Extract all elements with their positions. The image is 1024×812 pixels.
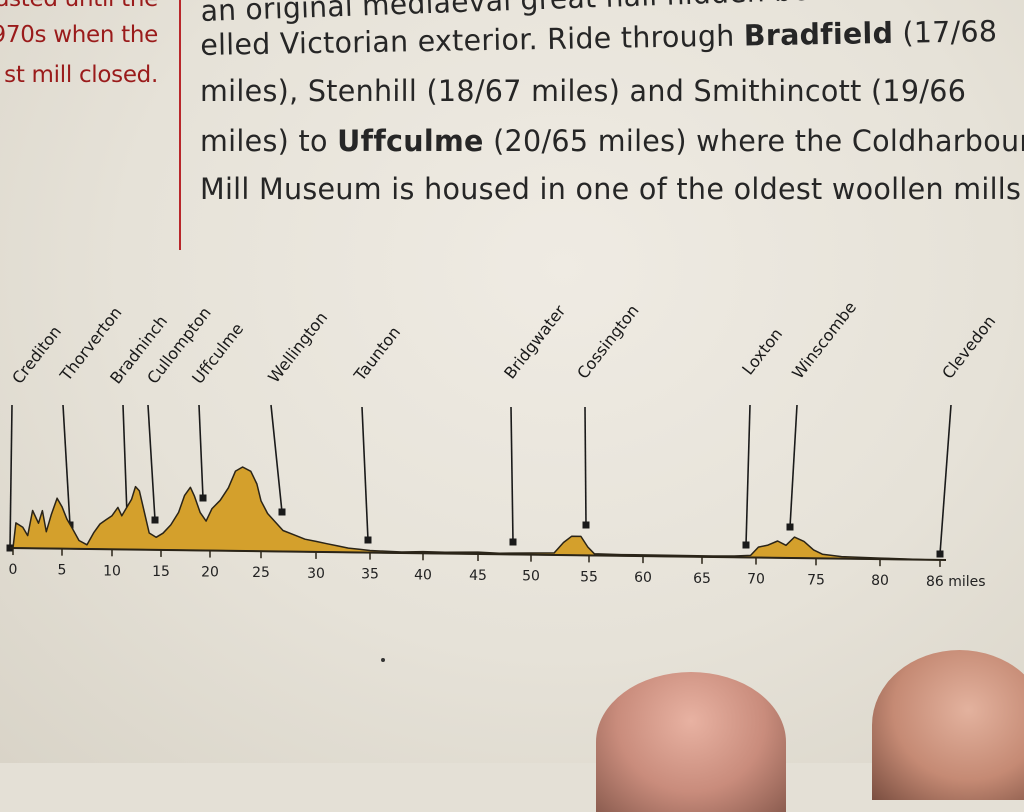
- place-name-bold: Uffculme: [337, 124, 484, 158]
- x-tick-label: 25: [252, 565, 270, 581]
- town-label: Taunton: [350, 323, 405, 385]
- sidebar-line: 970s when the: [0, 22, 158, 48]
- elevation-profile-chart: 0 5 10 15 20 25 30 35 40 45 50 55 60 65 70 75 80 86 miles…: [6, 298, 999, 590]
- x-tick-label: 35: [361, 567, 379, 583]
- town-marker-square: [582, 521, 590, 529]
- x-tick-label: 10: [103, 563, 121, 579]
- town-marker-square: [199, 494, 207, 502]
- town-marker-line: [789, 404, 798, 528]
- x-axis-ticks: [12, 548, 941, 567]
- town-label: Loxton: [738, 325, 786, 379]
- x-tick-label: 70: [747, 572, 765, 588]
- sidebar-line: asted until the: [0, 0, 158, 12]
- body-line: miles), Stenhill (18/67 miles) and Smith…: [200, 74, 967, 108]
- town-marker-square: [742, 541, 750, 549]
- town-marker-line: [939, 404, 952, 555]
- x-tick-label: 15: [152, 564, 170, 580]
- body-line: miles) to Uffculme (20/65 miles) where t…: [200, 124, 1024, 158]
- x-tick-label: 55: [580, 569, 598, 585]
- town-marker-line: [270, 404, 283, 513]
- town-marker-line: [745, 404, 751, 546]
- x-tick-label: 20: [201, 565, 219, 581]
- x-tick-label: 40: [414, 567, 432, 583]
- town-marker-line: [9, 404, 13, 549]
- town-marker-square: [278, 508, 286, 516]
- x-tick-label: 75: [807, 572, 825, 588]
- town-label: Crediton: [8, 322, 65, 387]
- town-marker-line: [198, 404, 204, 499]
- body-line: Mill Museum is housed in one of the olde…: [200, 172, 1022, 206]
- x-tick-label: 60: [634, 570, 652, 586]
- town-marker-line: [584, 406, 587, 526]
- column-divider: [179, 0, 181, 250]
- town-marker-square: [786, 523, 794, 531]
- sidebar-line: st mill closed.: [4, 62, 158, 88]
- x-axis-tick-labels: 0 5 10 15 20 25 30 35 40 45 50 55 60 65 70 75 80 86 miles: [9, 562, 986, 590]
- town-label: Wellington: [264, 308, 331, 386]
- town-marker-line: [122, 404, 128, 516]
- town-marker-square: [936, 550, 944, 558]
- x-tick-label: 5: [58, 563, 67, 579]
- town-marker-line: [147, 404, 156, 521]
- town-marker-line: [361, 406, 369, 541]
- town-marker-square: [509, 538, 517, 546]
- photo-background: [0, 0, 1024, 763]
- town-label: Cossington: [573, 301, 643, 382]
- town-labels: CreditonThorvertonBradninchCullomptonUff…: [8, 298, 999, 388]
- town-marker-line: [62, 404, 71, 526]
- x-tick-label: 30: [307, 566, 325, 582]
- town-marker-line: [510, 406, 514, 543]
- x-tick-label: 50: [522, 569, 540, 585]
- elevation-area: [12, 466, 941, 561]
- town-label: Clevedon: [938, 312, 999, 383]
- x-tick-label: 86 miles: [926, 574, 986, 590]
- x-tick-label: 65: [693, 571, 711, 587]
- x-tick-label: 80: [871, 573, 889, 589]
- x-tick-label: 45: [469, 568, 487, 584]
- place-name-bold: Bradfield: [743, 15, 894, 53]
- page-speck: [381, 658, 385, 662]
- finger-left: [596, 672, 786, 812]
- town-label: Bridgwater: [500, 301, 569, 382]
- x-tick-label: 0: [9, 562, 18, 578]
- town-marker-square: [364, 536, 372, 544]
- town-markers: [6, 404, 952, 558]
- town-label: Winscombe: [788, 298, 860, 383]
- town-marker-square: [151, 516, 159, 524]
